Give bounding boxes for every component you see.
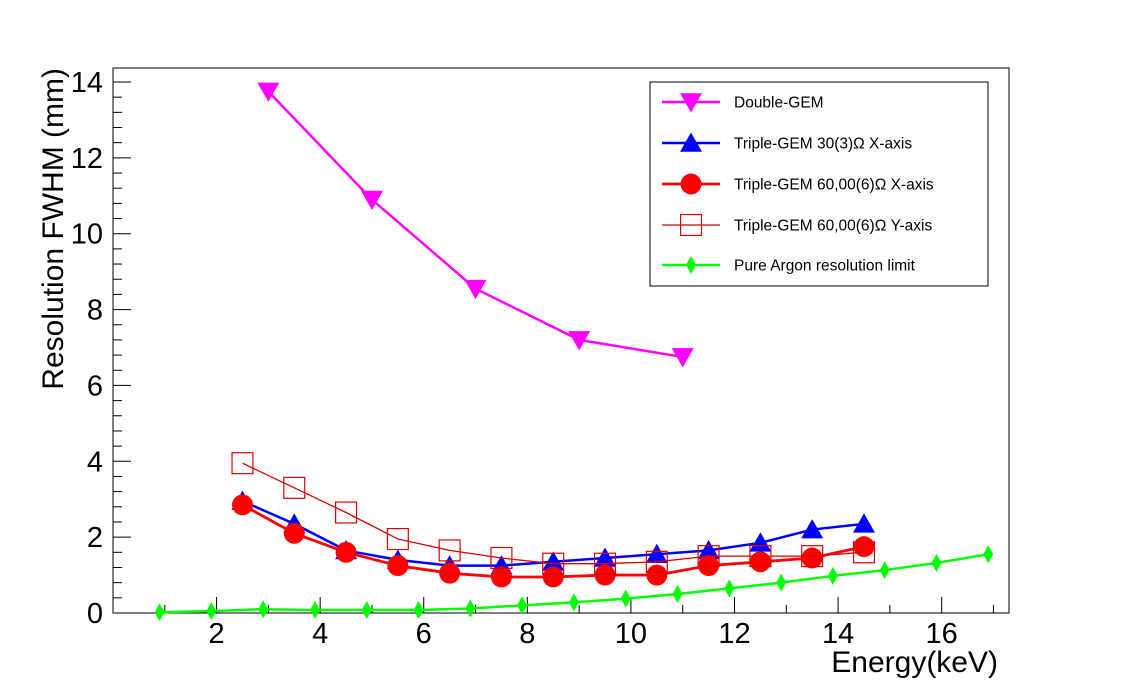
data-point xyxy=(257,82,280,102)
data-point xyxy=(231,452,254,475)
legend-marker xyxy=(680,93,702,113)
legend: Double-GEM Triple-GEM 30(3)Ω X-axis Triple… xyxy=(649,81,989,287)
y-tick-label: 12 xyxy=(71,143,103,175)
data-point xyxy=(672,585,683,604)
data-point xyxy=(645,550,668,573)
data-point xyxy=(879,561,890,580)
data-point xyxy=(335,541,357,563)
legend-marker xyxy=(686,256,696,274)
data-point xyxy=(852,541,876,564)
data-point xyxy=(827,566,838,585)
data-point xyxy=(749,551,771,573)
data-point xyxy=(931,553,942,572)
data-point xyxy=(697,545,720,568)
data-point xyxy=(386,527,409,551)
series-0 xyxy=(257,82,694,368)
data-point xyxy=(801,547,823,569)
y-tick-label: 14 xyxy=(71,67,103,99)
legend-label: Double-GEM xyxy=(734,95,824,112)
x-tick-label: 4 xyxy=(312,618,328,650)
data-point xyxy=(465,599,476,618)
data-point xyxy=(335,501,358,524)
data-point xyxy=(542,566,564,588)
legend-item: Triple-GEM 60,00(6)Ω X-axis xyxy=(662,173,934,195)
data-point xyxy=(464,279,487,300)
data-point xyxy=(439,562,461,584)
plot-frame xyxy=(112,67,1010,614)
data-point xyxy=(801,519,824,539)
y-tick-label: 0 xyxy=(87,598,103,630)
y-tick-label: 6 xyxy=(87,370,103,402)
data-point xyxy=(646,564,668,586)
data-point xyxy=(232,494,253,516)
x-tick-label: 10 xyxy=(615,618,647,650)
series-group xyxy=(154,82,994,622)
series-4 xyxy=(154,545,994,622)
legend-marker xyxy=(680,132,702,152)
series-3 xyxy=(231,452,876,575)
data-point xyxy=(490,566,512,588)
data-point xyxy=(698,555,720,577)
y-tick-label: 10 xyxy=(71,219,103,251)
legend-item: Double-GEM xyxy=(662,93,824,113)
data-point xyxy=(413,600,424,619)
data-point xyxy=(593,552,617,575)
x-tick-label: 16 xyxy=(926,618,958,650)
x-tick-label: 2 xyxy=(209,618,225,650)
data-point xyxy=(154,603,165,622)
data-point xyxy=(310,600,320,619)
legend-item: Pure Argon resolution limit xyxy=(662,256,916,275)
data-point xyxy=(542,551,565,571)
legend-label: Pure Argon resolution limit xyxy=(734,258,916,275)
data-point xyxy=(517,596,528,615)
data-point xyxy=(360,190,383,211)
data-point xyxy=(438,539,461,562)
data-point xyxy=(749,532,772,552)
data-point xyxy=(620,589,631,608)
data-point xyxy=(776,573,787,592)
data-point xyxy=(801,545,824,568)
legend-label: Triple-GEM 60,00(6)Ω Y-axis xyxy=(734,218,932,235)
data-point xyxy=(490,546,513,570)
data-point xyxy=(671,348,694,368)
legend-item: Triple-GEM 60,00(6)Ω Y-axis xyxy=(662,213,932,237)
data-point xyxy=(568,331,591,351)
plot-frame-group xyxy=(112,67,1010,614)
y-tick-label: 8 xyxy=(87,295,103,327)
data-point xyxy=(749,545,772,568)
data-point xyxy=(568,593,579,612)
data-point xyxy=(594,564,616,586)
x-tick-label: 12 xyxy=(718,618,750,650)
data-point xyxy=(361,600,372,619)
ticks-group xyxy=(113,81,994,614)
data-point xyxy=(206,602,217,621)
data-point xyxy=(852,513,875,533)
x-tick-label: 6 xyxy=(416,618,432,650)
data-point xyxy=(697,539,720,560)
x-axis-title: Energy(keV) xyxy=(831,646,998,679)
data-point xyxy=(542,552,565,575)
legend-marker xyxy=(679,213,703,237)
data-point xyxy=(283,522,305,544)
y-axis-title: Resolution FWHM (mm) xyxy=(37,68,70,390)
legend-label: Triple-GEM 30(3)Ω X-axis xyxy=(734,136,912,153)
data-point xyxy=(645,543,668,564)
data-point xyxy=(983,545,994,564)
data-point xyxy=(724,579,735,598)
y-tick-label: 2 xyxy=(87,522,103,554)
data-point xyxy=(283,476,306,499)
data-point xyxy=(594,547,617,567)
y-tick-label: 4 xyxy=(87,446,103,478)
legend-item: Triple-GEM 30(3)Ω X-axis xyxy=(662,132,912,153)
data-point xyxy=(258,600,269,619)
x-tick-label: 8 xyxy=(519,618,535,650)
series-line xyxy=(242,462,865,565)
tick-labels-group: 2 4 6 8 10 12 14 16 0 2 4 6 8 10 12 14 xyxy=(71,67,958,650)
legend-label: Triple-GEM 60,00(6)Ω X-axis xyxy=(734,177,934,194)
data-point xyxy=(853,536,875,558)
data-point xyxy=(387,555,409,577)
legend-marker xyxy=(680,173,702,195)
x-tick-label: 14 xyxy=(822,618,854,650)
